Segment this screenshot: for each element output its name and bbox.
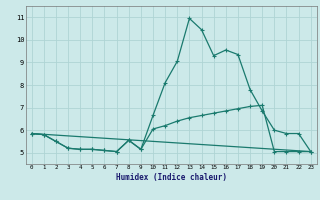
X-axis label: Humidex (Indice chaleur): Humidex (Indice chaleur) <box>116 173 227 182</box>
